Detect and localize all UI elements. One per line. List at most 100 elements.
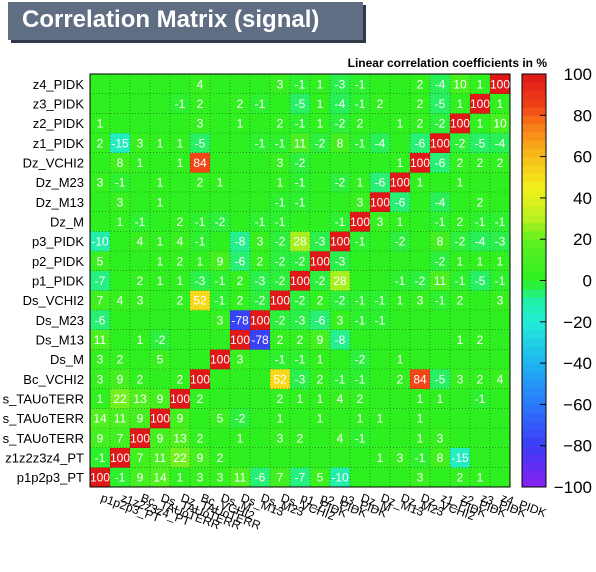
heatmap-cell [290, 447, 311, 468]
heatmap-cell [230, 113, 251, 134]
cell-value-label: 2 [277, 392, 284, 406]
heatmap-cell [270, 310, 291, 330]
cell-value-label: 4 [337, 431, 344, 445]
heatmap-cell [490, 152, 511, 173]
heatmap-cell [210, 74, 231, 94]
cell-value-label: -1 [355, 77, 366, 91]
heatmap-cell [490, 467, 511, 488]
heatmap-cell [190, 428, 211, 448]
heatmap-cell [110, 152, 131, 173]
heatmap-cell [190, 74, 211, 94]
heatmap-cell [170, 113, 191, 134]
heatmap-cell [450, 152, 471, 173]
heatmap-cell [210, 152, 231, 173]
cell-value-label: -2 [335, 176, 346, 190]
heatmap-cell [430, 231, 451, 252]
heatmap-cell [130, 231, 151, 252]
heatmap-cell [410, 251, 431, 271]
heatmap-cell [210, 369, 231, 389]
heatmap-cell [110, 172, 131, 193]
heatmap-cell [390, 270, 411, 291]
heatmap-cell [250, 231, 271, 252]
cell-value-label: -1 [115, 471, 126, 485]
heatmap-cell [270, 93, 291, 114]
cell-value-label: 1 [417, 412, 424, 426]
heatmap-cell [230, 290, 251, 311]
cell-value-label: -1 [495, 215, 506, 229]
cell-value-label: 100 [250, 313, 270, 327]
heatmap-cell [130, 251, 151, 271]
y-tick-label: Ds_VCHI2 [23, 293, 84, 308]
cell-value-label: 8 [117, 156, 124, 170]
colorbar-segment [522, 346, 546, 356]
heatmap-cell [290, 290, 311, 311]
heatmap-cell [90, 133, 111, 153]
heatmap-cell [130, 290, 151, 311]
cell-value-label: 1 [317, 117, 324, 131]
cell-value-label: 3 [217, 313, 224, 327]
cell-value-label: 2 [357, 117, 364, 131]
cell-value-label: 1 [397, 156, 404, 170]
heatmap-cell [110, 133, 131, 153]
heatmap-cell [490, 192, 511, 212]
cell-value-label: 13 [133, 392, 147, 406]
heatmap-cell [250, 93, 271, 114]
heatmap-cell [190, 231, 211, 252]
cell-value-label: 1 [277, 176, 284, 190]
heatmap-cell [90, 290, 111, 311]
heatmap-cell [150, 428, 171, 448]
cell-value-label: 1 [137, 333, 144, 347]
colorbar-segment [522, 206, 546, 215]
cell-value-label: 2 [477, 195, 484, 209]
colorbar-segment [522, 280, 546, 290]
heatmap-cell [370, 310, 391, 330]
heatmap-cell [290, 172, 311, 193]
cell-value-label: -2 [295, 156, 306, 170]
title-box: Correlation Matrix (signal) [8, 2, 363, 40]
heatmap-cell [410, 467, 431, 488]
heatmap-cell [230, 192, 251, 212]
heatmap-cell [490, 310, 511, 330]
heatmap-cell [430, 172, 451, 193]
heatmap-cell [330, 329, 351, 350]
colorbar-segment [522, 181, 546, 191]
cell-value-label: 1 [477, 77, 484, 91]
cell-value-label: -2 [155, 333, 166, 347]
colorbar-segment [522, 313, 546, 323]
heatmap-cell [310, 152, 331, 173]
heatmap-cell [230, 152, 251, 173]
cell-value-label: -2 [235, 412, 246, 426]
cell-value-label: -5 [195, 136, 206, 150]
heatmap-cell [390, 467, 411, 488]
cell-value-label: 1 [157, 136, 164, 150]
heatmap-cell [110, 251, 131, 271]
heatmap-cell [290, 93, 311, 114]
heatmap-cell [190, 388, 211, 409]
cell-value-label: 10 [453, 77, 467, 91]
heatmap-cell [430, 113, 451, 134]
colorbar-segment [522, 404, 546, 414]
heatmap-cell [330, 113, 351, 134]
cell-value-label: 1 [237, 431, 244, 445]
heatmap-cell [450, 211, 471, 232]
heatmap-cell [350, 211, 371, 232]
heatmap-cell [210, 231, 231, 252]
cell-value-label: -5 [475, 136, 486, 150]
cell-value-label: 3 [97, 353, 104, 367]
heatmap-cell [370, 211, 391, 232]
heatmap-cell [390, 447, 411, 468]
colorbar-segment [522, 148, 546, 158]
cell-value-label: 3 [257, 235, 264, 249]
heatmap-cell [310, 74, 331, 94]
cell-value-label: -1 [495, 274, 506, 288]
cell-value-label: 7 [277, 471, 284, 485]
heatmap-cell [210, 93, 231, 114]
cell-value-label: 3 [417, 471, 424, 485]
heatmap-cell [190, 93, 211, 114]
heatmap-cell [90, 211, 111, 232]
heatmap-cell [470, 369, 491, 389]
heatmap-cell [430, 408, 451, 429]
colorbar-segment [522, 412, 546, 422]
heatmap-cell [410, 310, 431, 330]
heatmap-cell [430, 290, 451, 311]
